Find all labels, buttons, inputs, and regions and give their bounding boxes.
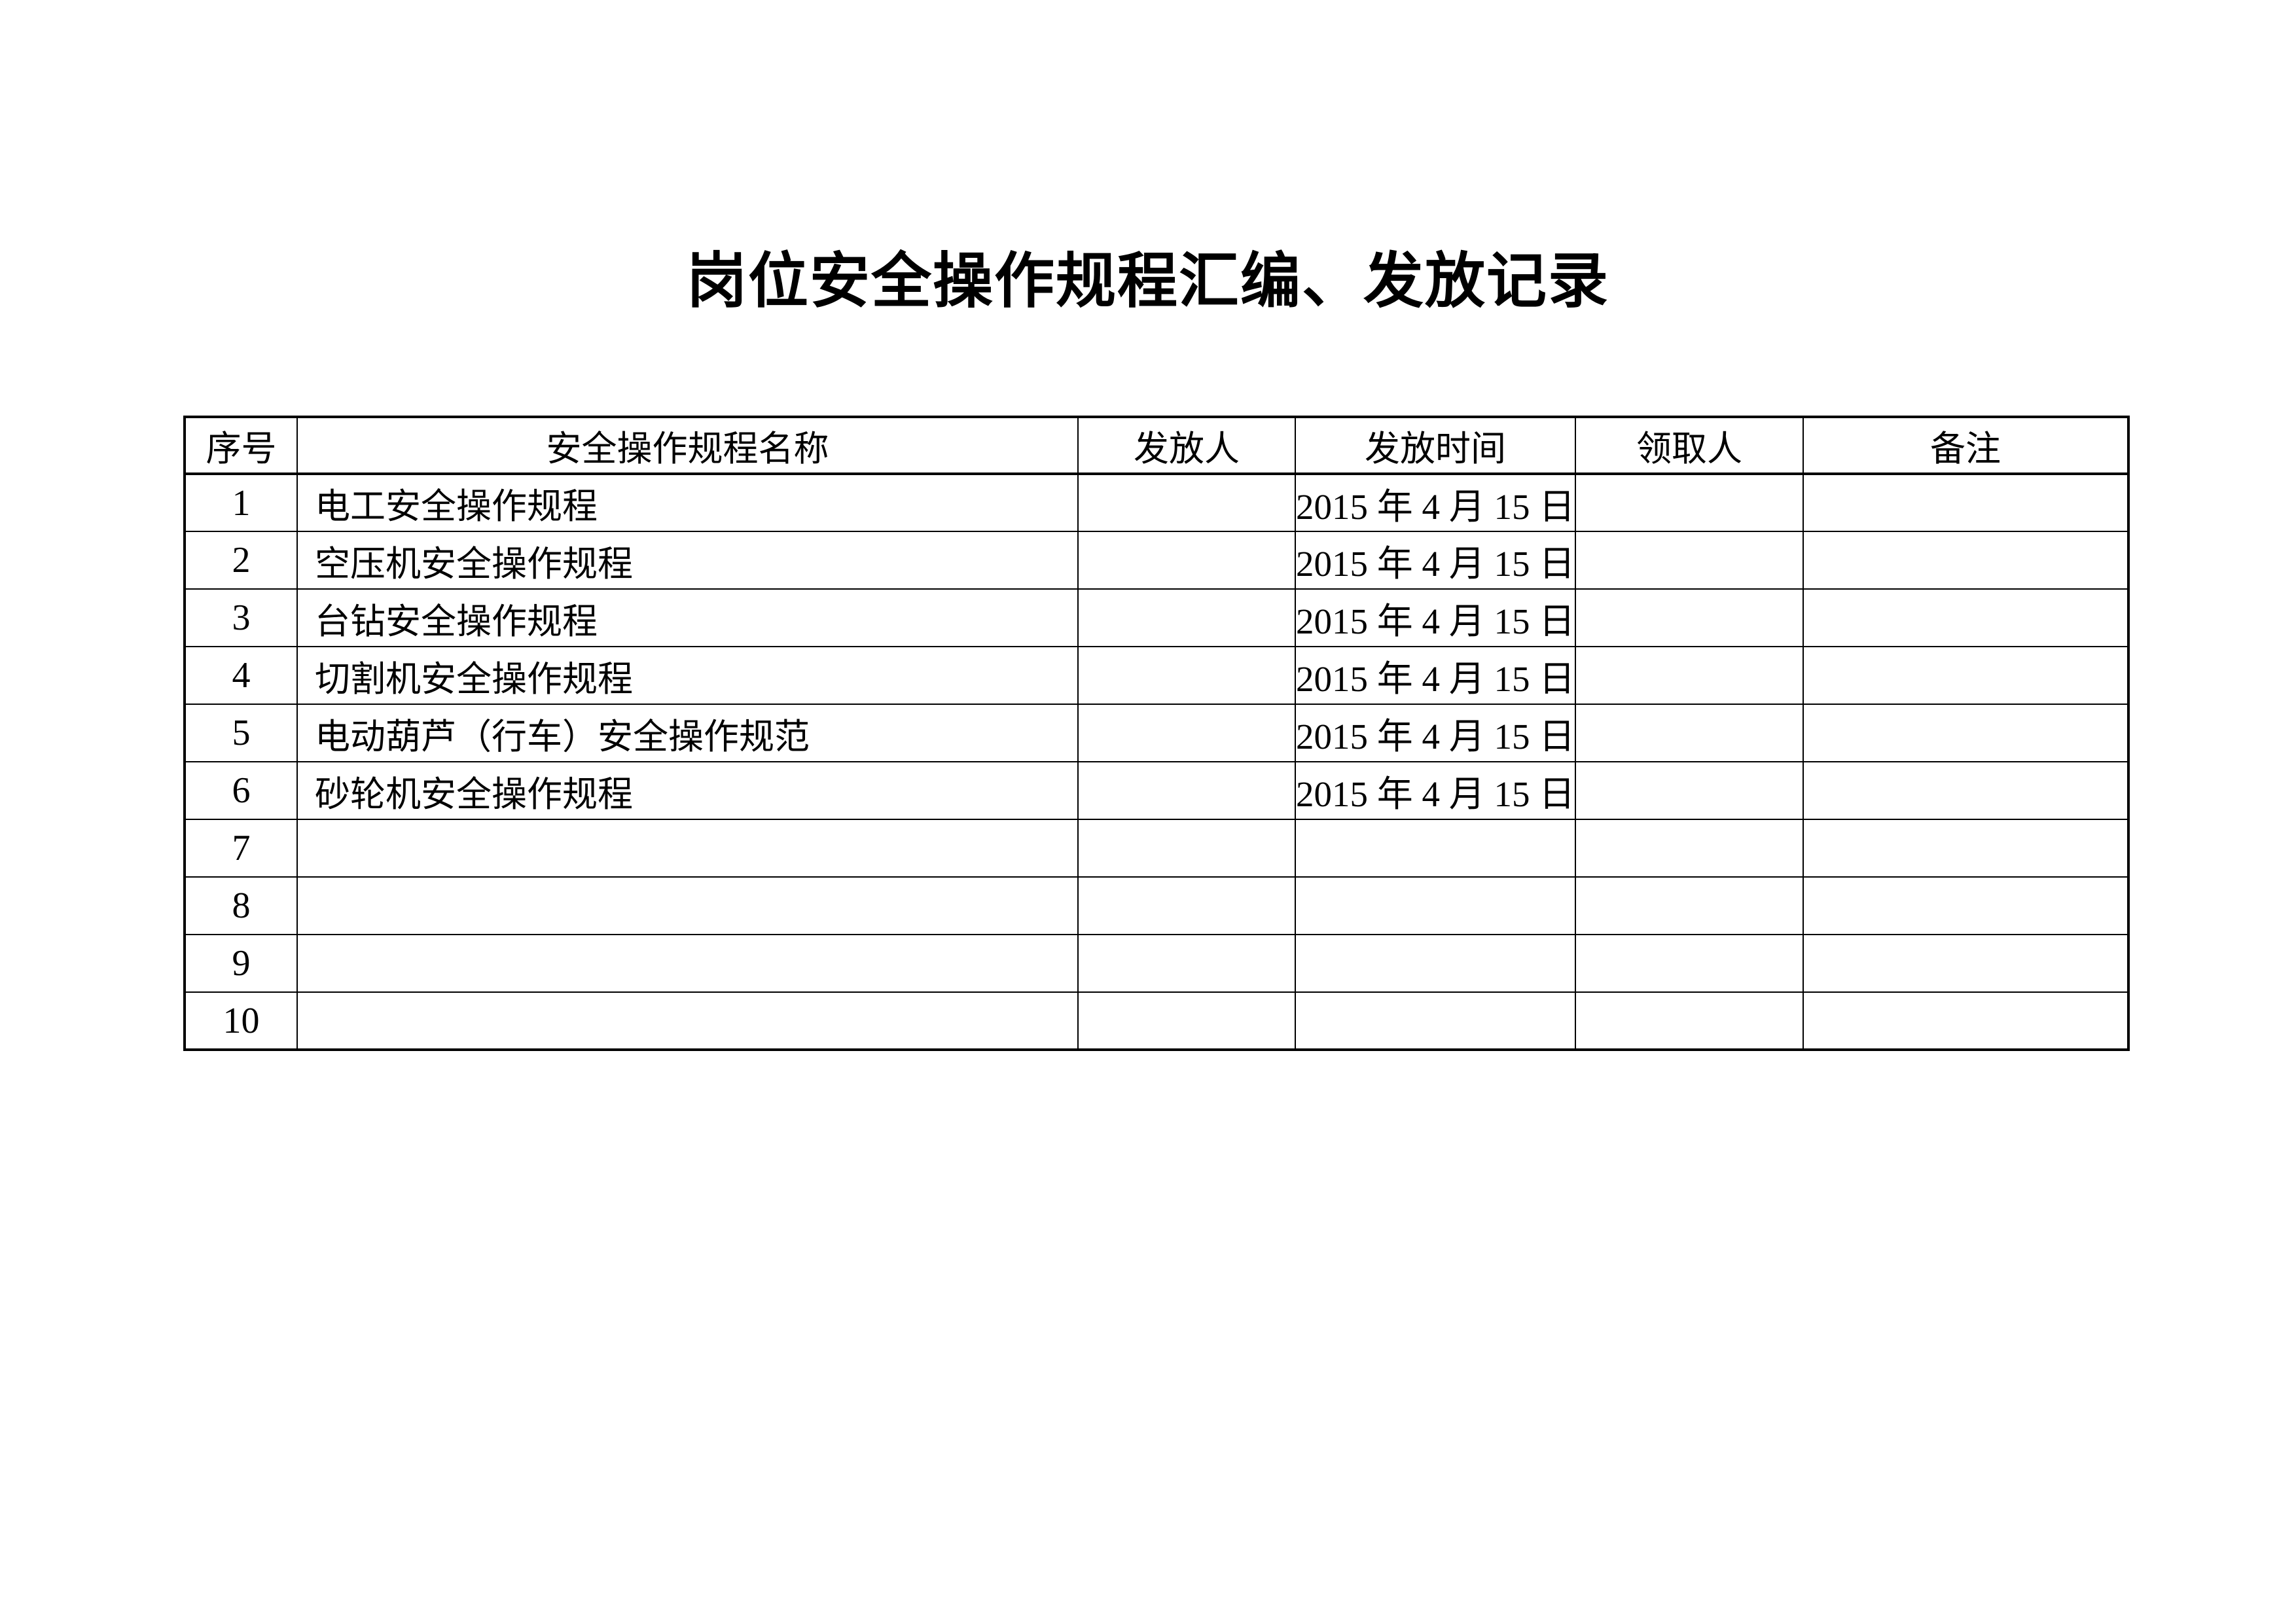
- receiver-cell: [1575, 876, 1804, 935]
- issuer-cell: [1077, 761, 1296, 820]
- row-number-cell: 4: [184, 646, 298, 705]
- col-header-issuer: 发放人: [1077, 416, 1296, 475]
- table-row: 8: [184, 876, 2129, 935]
- remark-cell: [1803, 704, 2129, 762]
- issuer-cell: [1077, 704, 1296, 762]
- issue-date-cell: [1295, 934, 1576, 993]
- table-row: 3 台钻安全操作规程 2015 年 4 月 15 日: [184, 588, 2129, 647]
- issuer-cell: [1077, 991, 1296, 1050]
- procedure-name-cell: 空压机安全操作规程: [296, 531, 1079, 590]
- row-number-cell: 8: [184, 876, 298, 935]
- issuer-cell: [1077, 819, 1296, 878]
- procedure-name-cell: 电工安全操作规程: [296, 473, 1079, 532]
- table-header-row: 序号 安全操作规程名称 发放人 发放时间 领取人 备注: [184, 416, 2129, 475]
- table-row: 1 电工安全操作规程 2015 年 4 月 15 日: [184, 473, 2129, 532]
- row-number-cell: 7: [184, 819, 298, 878]
- issue-date-cell: [1295, 991, 1576, 1050]
- table-row: 7: [184, 819, 2129, 878]
- table-row: 9: [184, 934, 2129, 993]
- remark-cell: [1803, 588, 2129, 647]
- issue-date-cell: 2015 年 4 月 15 日: [1295, 704, 1576, 762]
- issuer-cell: [1077, 876, 1296, 935]
- procedure-name-cell: 切割机安全操作规程: [296, 646, 1079, 705]
- remark-cell: [1803, 934, 2129, 993]
- receiver-cell: [1575, 819, 1804, 878]
- row-number-cell: 2: [184, 531, 298, 590]
- col-header-remark: 备注: [1803, 416, 2129, 475]
- col-header-name: 安全操作规程名称: [296, 416, 1079, 475]
- receiver-cell: [1575, 761, 1804, 820]
- issue-date-cell: 2015 年 4 月 15 日: [1295, 531, 1576, 590]
- procedure-name-cell: [296, 819, 1079, 878]
- row-number-cell: 10: [184, 991, 298, 1050]
- procedure-name-cell: 砂轮机安全操作规程: [296, 761, 1079, 820]
- receiver-cell: [1575, 588, 1804, 647]
- remark-cell: [1803, 646, 2129, 705]
- table-row: 6 砂轮机安全操作规程 2015 年 4 月 15 日: [184, 761, 2129, 820]
- row-number-cell: 1: [184, 473, 298, 532]
- receiver-cell: [1575, 991, 1804, 1050]
- issue-date-cell: 2015 年 4 月 15 日: [1295, 646, 1576, 705]
- table-row: 10: [184, 991, 2129, 1050]
- remark-cell: [1803, 819, 2129, 878]
- receiver-cell: [1575, 704, 1804, 762]
- row-number-cell: 5: [184, 704, 298, 762]
- issue-date-cell: [1295, 819, 1576, 878]
- procedure-name-cell: [296, 934, 1079, 993]
- table-row: 5 电动葫芦（行车）安全操作规范 2015 年 4 月 15 日: [184, 704, 2129, 762]
- remark-cell: [1803, 761, 2129, 820]
- issue-date-cell: [1295, 876, 1576, 935]
- issue-date-cell: 2015 年 4 月 15 日: [1295, 473, 1576, 532]
- issuer-cell: [1077, 473, 1296, 532]
- remark-cell: [1803, 531, 2129, 590]
- issue-date-cell: 2015 年 4 月 15 日: [1295, 588, 1576, 647]
- page-title: 岗位安全操作规程汇编、发放记录: [686, 248, 1609, 315]
- receiver-cell: [1575, 531, 1804, 590]
- row-number-cell: 9: [184, 934, 298, 993]
- col-header-receiver: 领取人: [1575, 416, 1804, 475]
- receiver-cell: [1575, 473, 1804, 532]
- procedure-name-cell: [296, 991, 1079, 1050]
- remark-cell: [1803, 473, 2129, 532]
- row-number-cell: 6: [184, 761, 298, 820]
- receiver-cell: [1575, 646, 1804, 705]
- distribution-record-table: 序号 安全操作规程名称 发放人 发放时间 领取人 备注 1 电工安全操作规程 2…: [183, 416, 2130, 1051]
- procedure-name-cell: 电动葫芦（行车）安全操作规范: [296, 704, 1079, 762]
- remark-cell: [1803, 991, 2129, 1050]
- issuer-cell: [1077, 934, 1296, 993]
- issue-date-cell: 2015 年 4 月 15 日: [1295, 761, 1576, 820]
- issuer-cell: [1077, 531, 1296, 590]
- table-row: 2 空压机安全操作规程 2015 年 4 月 15 日: [184, 531, 2129, 590]
- issuer-cell: [1077, 588, 1296, 647]
- remark-cell: [1803, 876, 2129, 935]
- procedure-name-cell: 台钻安全操作规程: [296, 588, 1079, 647]
- row-number-cell: 3: [184, 588, 298, 647]
- col-header-index: 序号: [184, 416, 298, 475]
- receiver-cell: [1575, 934, 1804, 993]
- issuer-cell: [1077, 646, 1296, 705]
- procedure-name-cell: [296, 876, 1079, 935]
- col-header-issue-time: 发放时间: [1295, 416, 1576, 475]
- table-row: 4 切割机安全操作规程 2015 年 4 月 15 日: [184, 646, 2129, 705]
